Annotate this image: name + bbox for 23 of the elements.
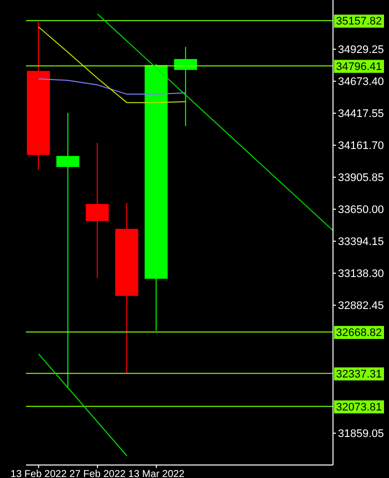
y-tick-label: 33905.85 — [338, 172, 384, 184]
candlestick — [86, 142, 109, 278]
y-tick-label: 31859.05 — [338, 428, 384, 440]
y-tick-label: 34161.70 — [338, 140, 384, 152]
candlestick — [174, 46, 198, 127]
x-tick-label: 13 Mar 2022 — [128, 469, 185, 478]
candlestick — [56, 112, 80, 388]
line-series — [38, 26, 186, 104]
ref-line-label: 32668.82 — [336, 326, 382, 339]
y-tick-label: 34673.40 — [338, 76, 384, 88]
y-tick-label: 32882.45 — [338, 300, 384, 312]
y-tick-label: 34929.25 — [338, 44, 384, 56]
line-series — [38, 78, 186, 95]
ref-line-label: 32337.31 — [336, 368, 382, 380]
ref-line-label: 35157.82 — [336, 16, 382, 28]
y-tick-label: 33650.00 — [338, 204, 384, 216]
y-tick-label: 33394.15 — [338, 236, 384, 248]
ref-line-label: 34796.41 — [336, 60, 382, 73]
y-tick-label: 33138.30 — [338, 268, 384, 280]
x-tick-label: 27 Feb 2022 — [69, 469, 126, 478]
ref-line-label: 32073.81 — [336, 401, 382, 414]
y-tick-label: 34417.55 — [338, 108, 384, 120]
x-tick-label: 13 Feb 2022 — [10, 469, 68, 478]
